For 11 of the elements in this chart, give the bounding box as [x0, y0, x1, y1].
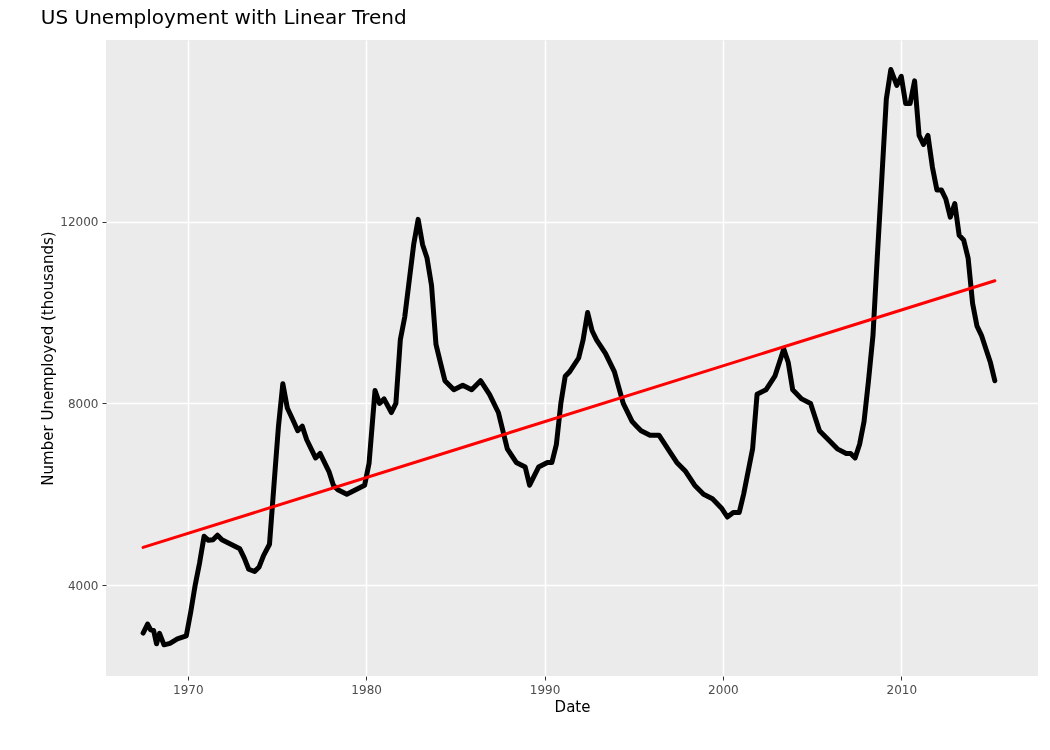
y-tick-label: 12000 — [60, 215, 99, 230]
x-tick-label: 1990 — [529, 682, 561, 697]
x-axis-title: Date — [554, 697, 591, 716]
x-tick-label: 2000 — [708, 682, 739, 697]
y-axis-title: Number Unemployed (thousands) — [39, 231, 58, 486]
y-tick-label: 8000 — [67, 396, 99, 411]
x-tick-label: 1980 — [351, 682, 382, 697]
chart-title: US Unemployment with Linear Trend — [40, 5, 407, 29]
y-tick-label: 4000 — [67, 578, 99, 593]
x-tick-label: 2010 — [886, 682, 918, 697]
x-tick-label: 1970 — [173, 682, 204, 697]
